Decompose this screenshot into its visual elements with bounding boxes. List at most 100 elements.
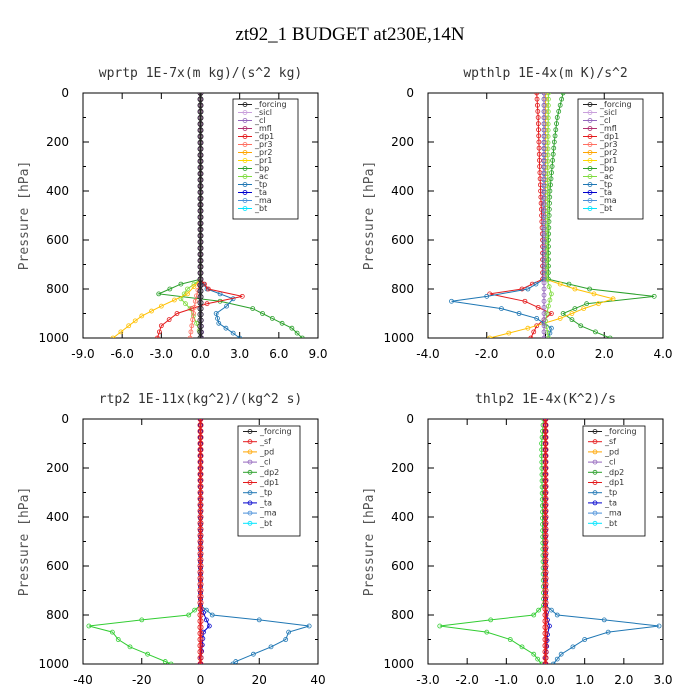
legend-marker [587,182,593,187]
x-tick-label: -3.0 [416,673,439,687]
data-point [149,308,154,314]
data-point [186,612,192,618]
legend-marker [247,439,253,445]
data-point [542,630,549,637]
legend-marker [587,118,593,123]
legend-marker [587,150,593,155]
data-point [542,654,549,661]
legend-label: _bp [254,164,269,173]
data-point [541,176,547,182]
data-point [230,330,236,336]
data-point [197,593,204,600]
data-point [197,245,204,252]
data-point [542,422,549,429]
y-tick-label: 400 [46,510,69,524]
data-point [535,656,541,662]
data-point [197,532,204,539]
data-point [542,532,549,539]
legend-label: _tp [599,180,612,189]
data-point [522,298,528,304]
legend-marker [242,126,248,131]
series-group [86,419,312,664]
data-point [610,296,616,302]
data-point [533,281,539,287]
data-point [237,335,243,338]
data-point [197,257,204,264]
data-point [145,651,151,657]
legend-label: _dp1 [599,132,619,141]
data-point [306,623,312,629]
data-point [197,599,204,606]
data-point [197,158,204,165]
data-point [197,317,204,324]
data-point [550,151,556,157]
data-point [286,629,292,635]
data-point [535,121,541,127]
data-point [539,484,545,490]
y-tick-label: 1000 [38,657,69,671]
data-point [541,133,547,139]
data-point [197,471,204,478]
data-point [656,623,662,629]
x-tick-label: 6.0 [269,347,288,361]
data-point [156,329,162,335]
data-point [197,501,204,508]
legend-label: _bp [599,164,614,173]
data-point [549,164,555,169]
legend-label: _ta [599,188,612,197]
data-point [158,323,164,329]
data-point [126,323,132,329]
x-tick-label: -20 [132,673,152,687]
data-point [197,176,204,183]
data-point [166,317,172,323]
data-point [543,93,548,96]
data-point [544,311,550,316]
data-point [541,121,547,127]
legend-label: _dp2 [604,468,624,477]
data-point [209,612,215,618]
data-point [197,287,204,294]
data-point [542,624,549,631]
legend-label: _ta [604,498,617,507]
legend-label: _dp1 [604,478,624,487]
data-point [197,299,204,306]
y-tick-label: 800 [46,282,69,296]
data-point [541,268,547,274]
legend-marker [592,520,598,526]
data-point [531,651,537,657]
y-axis-label: Pressure [hPa] [17,487,32,597]
x-tick-label: 1.0 [575,673,594,687]
legend-label: _pr3 [599,140,617,149]
y-axis-label: Pressure [hPa] [362,487,377,597]
data-point [550,157,556,163]
y-tick-label: 600 [46,233,69,247]
data-point [197,207,204,214]
y-tick-label: 200 [46,461,69,475]
data-point [546,284,552,289]
legend-marker [242,182,248,187]
data-point [256,617,262,623]
data-point [541,115,547,120]
data-point [545,329,550,335]
data-point [197,170,204,177]
data-point [541,262,547,267]
data-point [535,102,540,108]
data-point [541,329,547,335]
data-point [294,330,300,336]
data-point [546,250,551,256]
y-axis-label: Pressure [hPa] [17,161,32,271]
y-tick-label: 0 [406,86,414,100]
data-point [197,220,204,227]
data-point [197,311,204,318]
data-point [541,213,547,218]
data-point [542,514,549,521]
data-point [158,303,164,309]
data-point [197,489,204,496]
legend-label: _cl [604,458,616,467]
data-point [185,291,190,297]
data-point [607,335,613,338]
data-point [260,311,265,316]
data-point [197,483,204,490]
data-point [127,644,133,650]
data-point [593,329,598,335]
